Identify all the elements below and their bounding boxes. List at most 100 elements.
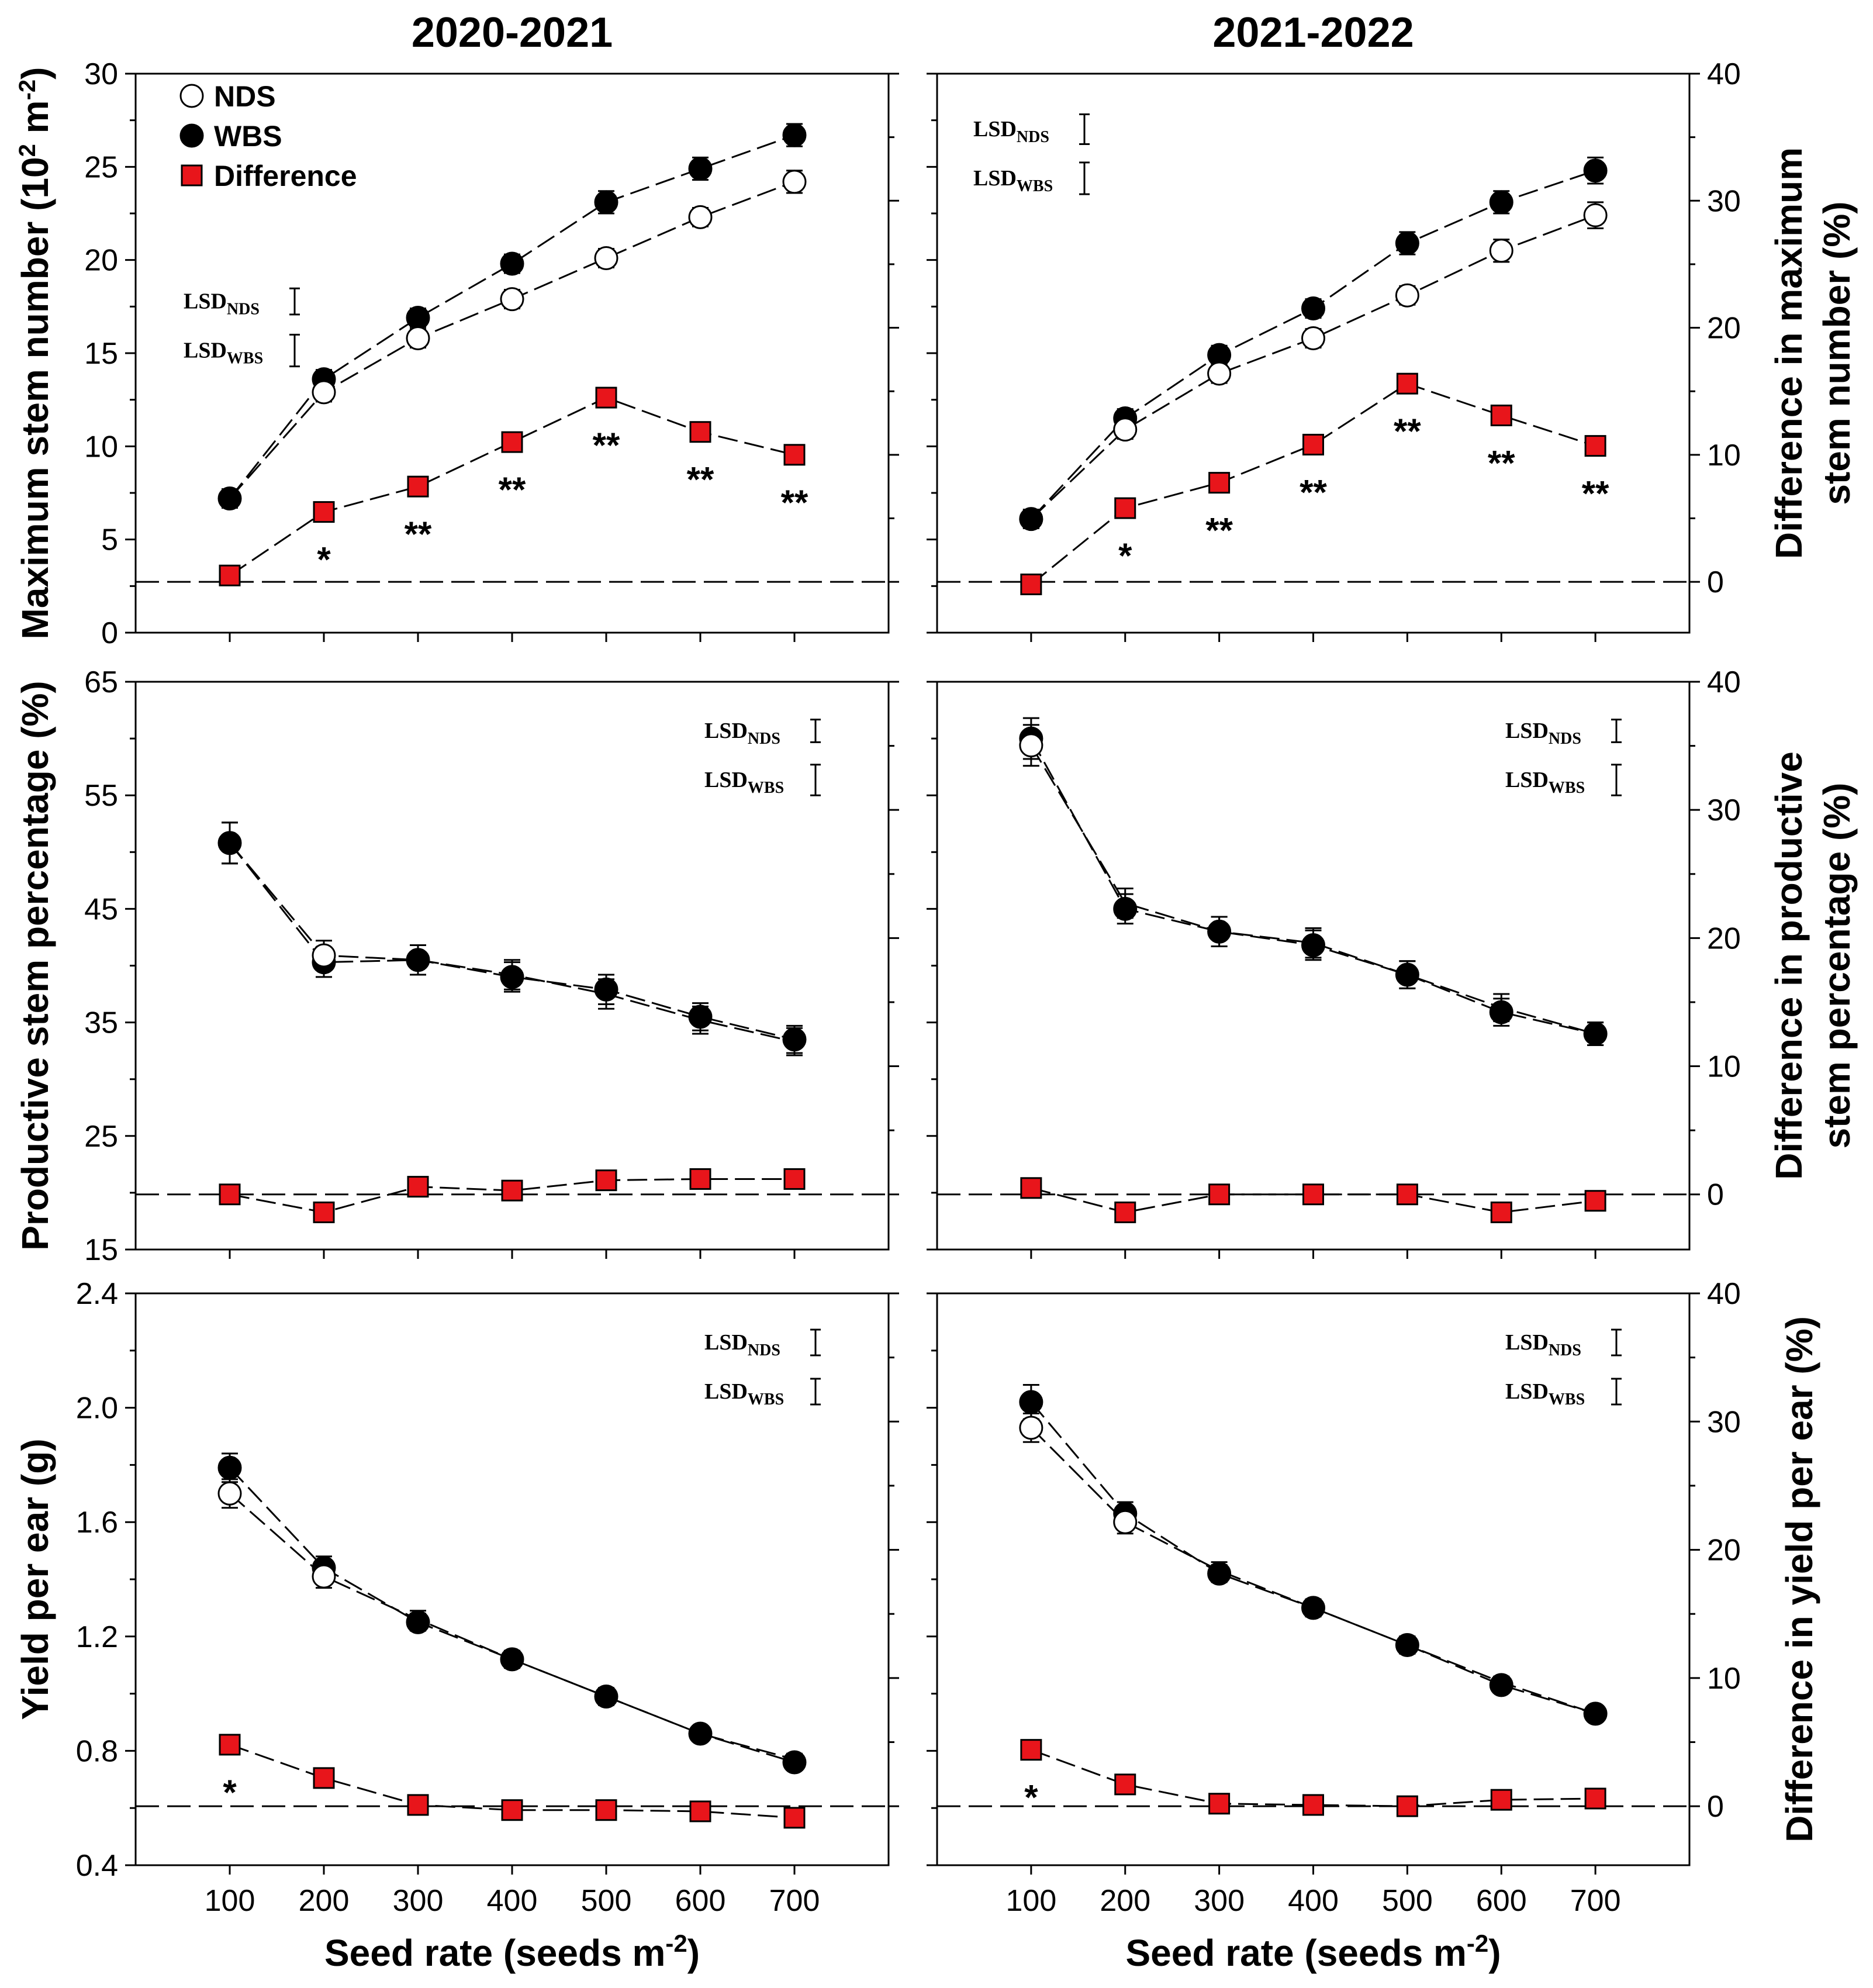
lsd-wbs-label: LSDWBS	[1505, 1379, 1585, 1409]
difference-point	[689, 421, 711, 443]
right-tick-label: 0	[1707, 565, 1724, 599]
wbs-point	[688, 157, 713, 181]
legend-label-difference: Difference	[214, 160, 357, 192]
left-axis-title-text: Maximum stem number (10	[14, 157, 56, 639]
plot-frame	[936, 1292, 1691, 1866]
nds-point	[1113, 1510, 1138, 1534]
wbs-point	[594, 190, 618, 215]
x-axis-title-end: )	[687, 1932, 700, 1974]
right-axis-title-row-3: Difference in yield per ear (%)	[1778, 1316, 1820, 1842]
difference-point	[1490, 1201, 1512, 1223]
left-tick-label: 10	[84, 430, 118, 464]
wbs-point	[1207, 919, 1232, 944]
nds-point	[594, 246, 618, 270]
nds-point	[1207, 361, 1232, 386]
x-tick-label: 200	[299, 1884, 350, 1918]
difference-point	[1302, 1794, 1324, 1816]
x-tick-label: 700	[769, 1884, 820, 1918]
left-tick-label: 0.8	[76, 1734, 118, 1768]
lsd-nds-label: LSDNDS	[973, 117, 1049, 146]
lsd-sub: NDS	[1549, 730, 1581, 748]
left-tick-label: 0	[101, 616, 118, 650]
lsd-wbs-label: LSDWBS	[704, 768, 784, 797]
difference-point	[1584, 435, 1606, 457]
left-tick-label: 15	[84, 337, 118, 371]
right-axis-title-line1-row-1: Difference in maximum	[1768, 147, 1810, 559]
left-tick-label: 25	[84, 150, 118, 184]
x-tick-label: 600	[1476, 1884, 1527, 1918]
lsd-main: LSD	[184, 289, 227, 314]
significance-mark: **	[1394, 412, 1421, 451]
left-tick-label: 0.4	[76, 1849, 118, 1883]
lsd-nds-label: LSDNDS	[704, 719, 780, 748]
lsd-main: LSD	[184, 339, 227, 363]
wbs-point	[688, 1721, 713, 1746]
column-title-2: 2021-2022	[1212, 9, 1414, 56]
significance-mark: **	[593, 426, 620, 465]
lsd-main: LSD	[704, 768, 748, 792]
right-tick-label: 20	[1707, 1534, 1741, 1568]
wbs-point	[1301, 296, 1325, 321]
column-title-1: 2020-2021	[412, 9, 613, 56]
lsd-main: LSD	[704, 1379, 748, 1404]
left-axis-title-text: Productive stem percentage (%)	[14, 681, 56, 1251]
lsd-sub: NDS	[1017, 128, 1049, 146]
wbs-point	[1395, 1632, 1419, 1657]
wbs-point	[217, 1455, 242, 1480]
lsd-sub: WBS	[1549, 779, 1585, 797]
left-axis-title-row-3: Yield per ear (g)	[14, 1438, 56, 1720]
x-tick-label: 400	[1288, 1884, 1339, 1918]
significance-mark: **	[1488, 443, 1515, 482]
lsd-sub: NDS	[748, 730, 780, 748]
lsd-main: LSD	[1505, 768, 1549, 792]
right-tick-label: 40	[1707, 57, 1741, 91]
left-tick-label: 1.6	[76, 1506, 118, 1540]
lsd-main: LSD	[1505, 1330, 1549, 1355]
x-axis-title-end: )	[1488, 1932, 1501, 1974]
wbs-point	[1301, 933, 1325, 958]
lsd-main: LSD	[1505, 1379, 1549, 1404]
nds-point	[312, 943, 336, 968]
difference-point	[501, 1179, 523, 1202]
wbs-point	[1583, 1021, 1608, 1046]
wbs-point	[688, 1005, 713, 1029]
x-axis-title-text: Seed rate (seeds m	[1125, 1932, 1466, 1974]
significance-mark: **	[687, 460, 714, 499]
wbs-point	[1583, 1701, 1608, 1726]
right-tick-label: 30	[1707, 1405, 1741, 1439]
left-axis-title-mid: m	[14, 100, 56, 144]
lsd-sub: NDS	[1549, 1341, 1581, 1359]
left-axis-title-end: )	[14, 67, 56, 80]
nds-point	[1395, 283, 1419, 308]
lsd-nds-label: LSDNDS	[184, 289, 260, 319]
difference-point	[595, 386, 617, 409]
panel-max-stem-2020-2021: 051015202530***********LSDNDSLSDWBSNDSWB…	[84, 57, 899, 650]
significance-mark: **	[1205, 511, 1233, 550]
difference-point	[1020, 1739, 1042, 1761]
nds-point	[1301, 326, 1325, 351]
difference-point	[1490, 404, 1512, 426]
right-tick-label: 0	[1707, 1790, 1724, 1824]
lsd-sub: NDS	[748, 1341, 780, 1359]
left-tick-label: 20	[84, 244, 118, 278]
left-tick-label: 30	[84, 57, 118, 91]
lsd-sub: WBS	[748, 779, 784, 797]
wbs-point	[782, 1027, 807, 1052]
lsd-sub: WBS	[748, 1390, 784, 1409]
lsd-sub: WBS	[1549, 1390, 1585, 1409]
difference-point	[219, 564, 241, 586]
x-tick-label: 400	[487, 1884, 538, 1918]
nds-point	[688, 205, 713, 229]
wbs-point	[500, 251, 524, 276]
x-axis-title-text: Seed rate (seeds m	[324, 1932, 665, 1974]
left-tick-label: 2.4	[76, 1277, 118, 1311]
wbs-point	[406, 948, 430, 972]
x-axis-title-sup: -2	[665, 1930, 687, 1957]
difference-point	[689, 1168, 711, 1190]
significance-mark: **	[405, 515, 432, 554]
nds-point	[312, 1564, 336, 1589]
nds-point	[1583, 203, 1608, 227]
lsd-wbs-label: LSDWBS	[704, 1379, 784, 1409]
